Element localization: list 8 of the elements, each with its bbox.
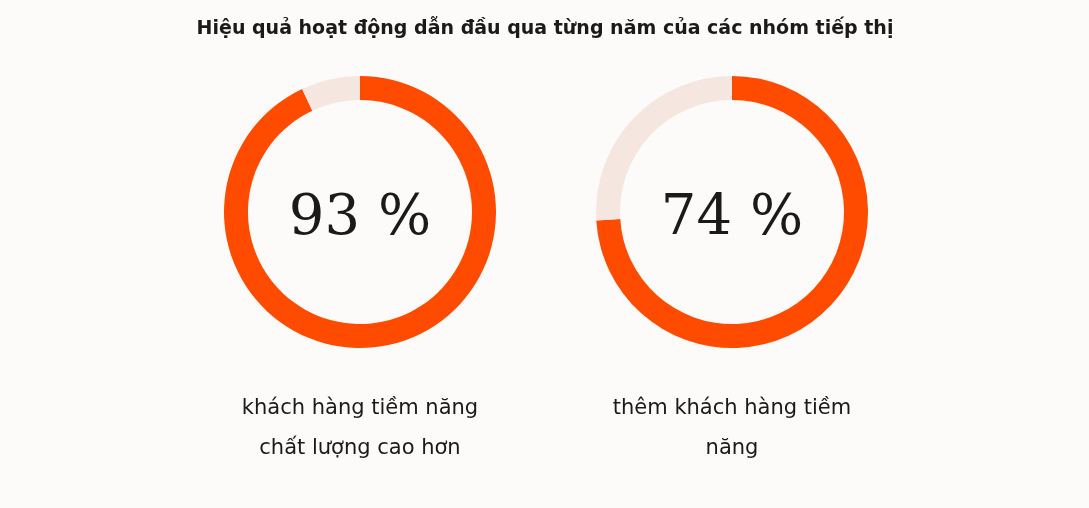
text: khách hàng tiềm năng chất lượng cao hơn (241, 395, 479, 459)
text: thêm khách hàng tiềm năng (612, 395, 852, 459)
data-label: 74 % (660, 182, 804, 247)
donut-slice (302, 76, 360, 111)
donut-slice (224, 76, 496, 348)
data-label: 93 % (288, 182, 432, 247)
donut-slice (596, 76, 868, 348)
text: Hiệu quả hoạt động dẫn đầu qua từng năm của các nhóm tiếp thị (196, 15, 894, 38)
